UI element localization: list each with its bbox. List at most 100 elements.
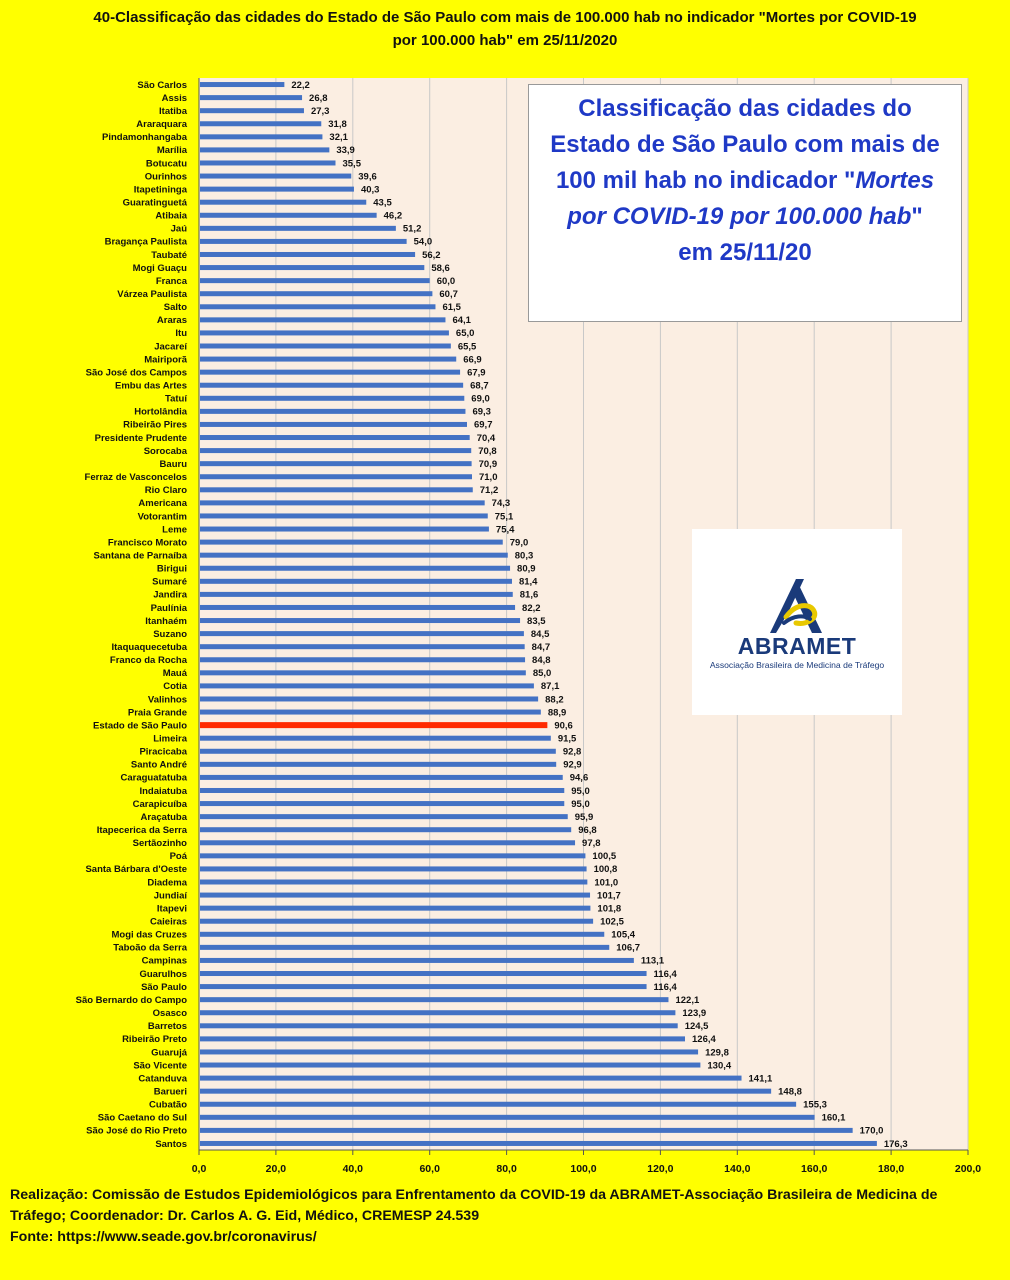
category-label: Salto [164,302,187,313]
data-label: 81,4 [519,577,538,588]
data-label: 101,7 [597,890,621,901]
bar [200,604,516,610]
info-line-4b: " [911,203,923,230]
x-tick-label: 200,0 [955,1163,981,1175]
data-label: 69,7 [474,420,493,431]
data-label: 31,8 [328,119,347,130]
category-label: Itapecerica da Serra [97,825,188,836]
bar [200,461,472,467]
bar [200,552,508,558]
data-label: 80,9 [517,564,536,575]
data-label: 70,8 [478,446,497,457]
category-label: Itanhaém [145,616,187,627]
chart-title-line2: por 100.000 hab" em 25/11/2020 [392,32,618,49]
data-label: 126,4 [692,1034,716,1045]
data-label: 100,8 [594,864,618,875]
bar [200,1049,699,1055]
data-label: 75,1 [495,511,514,522]
bar [200,291,433,297]
category-label: São Carlos [137,80,187,91]
category-label: Ferraz de Vasconcelos [85,472,187,483]
category-label: Itu [175,328,187,339]
info-line-3b: Mortes [855,167,935,194]
category-label: Ribeirão Pires [123,420,187,431]
category-label: Sorocaba [144,446,188,457]
bar [200,421,467,427]
category-label: Pindamonhangaba [102,132,188,143]
category-label: Carapicuíba [133,799,188,810]
data-label: 64,1 [452,315,471,326]
bar [200,984,647,990]
chart-title: 40-Classificação das cidades do Estado d… [10,6,1000,52]
bar [200,1062,701,1068]
category-label: Votorantim [138,511,187,522]
footer-line-2: Tráfego; Coordenador: Dr. Carlos A. G. E… [10,1208,480,1224]
chart-title-line1: 40-Classificação das cidades do Estado d… [93,9,917,26]
bar [200,108,304,114]
info-line-3a: 100 mil hab no indicador " [555,167,856,194]
bar [200,238,407,244]
x-tick-label: 180,0 [878,1163,904,1175]
category-label: Taboão da Serra [113,943,187,954]
data-label: 116,4 [654,982,678,993]
bar [200,866,587,872]
data-label: 81,6 [520,590,539,601]
category-label: Francisco Morato [108,537,187,548]
data-label: 101,8 [597,903,621,914]
bar [200,879,588,885]
category-label: Rio Claro [145,485,187,496]
category-label: Guarulhos [139,969,187,980]
bar [200,199,367,205]
bar [200,918,594,924]
category-label: Itapevi [157,903,187,914]
category-label: Caraguatatuba [120,773,187,784]
bar [200,840,576,846]
bar [200,251,416,257]
bar [200,618,521,624]
data-label: 88,2 [545,694,564,705]
data-label: 116,4 [654,969,678,980]
bar [200,905,591,911]
x-tick-label: 20,0 [266,1163,287,1175]
bar [200,657,526,663]
data-label: 60,0 [437,276,456,287]
data-label: 66,9 [463,354,482,365]
data-label: 88,9 [548,707,567,718]
logo-subtitle: Associação Brasileira de Medicina de Trá… [709,660,885,670]
data-label: 102,5 [600,917,624,928]
data-label: 97,8 [582,838,601,849]
info-line-3: 100 mil hab no indicador "Mortes [529,163,961,199]
category-label: Araçatuba [141,812,188,823]
category-label: Catanduva [138,1073,187,1084]
data-label: 85,0 [533,668,552,679]
bar [200,1101,797,1107]
data-label: 82,2 [522,603,541,614]
info-line-4a: por COVID-19 por 100.000 hab [567,203,912,230]
category-label: Várzea Paulista [117,289,187,300]
abramet-mark-icon [770,579,822,633]
data-label: 26,8 [309,93,328,104]
data-label: 65,0 [456,328,475,339]
x-tick-label: 140,0 [724,1163,750,1175]
category-label: Estado de São Paulo [93,720,187,731]
bar [200,474,472,480]
data-label: 90,6 [554,720,573,731]
data-label: 92,9 [563,760,582,771]
bar [200,395,465,401]
category-label: Cotia [163,681,187,692]
data-label: 170,0 [860,1126,884,1137]
data-label: 27,3 [311,106,330,117]
category-label: Poá [170,851,188,862]
data-label: 67,9 [467,367,486,378]
bar [200,1140,877,1146]
bar [200,644,525,650]
x-tick-label: 60,0 [419,1163,440,1175]
data-label: 141,1 [749,1073,773,1084]
data-label: 74,3 [492,498,511,509]
bar [200,448,472,454]
bar [200,801,565,807]
category-label: Itatiba [159,106,188,117]
data-label: 40,3 [361,184,380,195]
category-label: Taubaté [151,250,187,261]
category-label: Caieiras [150,917,187,928]
